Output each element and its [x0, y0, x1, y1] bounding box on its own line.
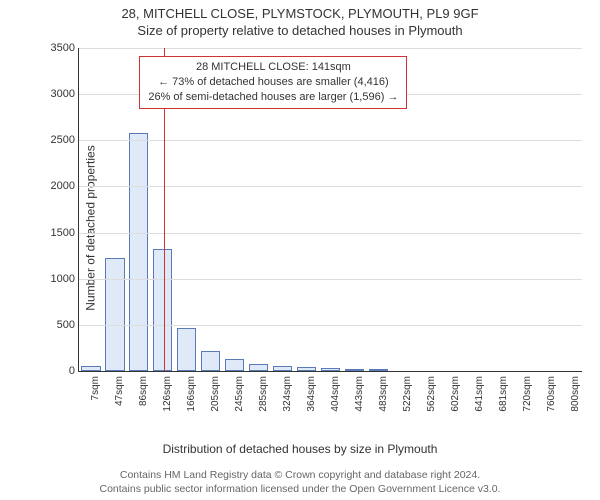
x-tick-slot: 720sqm	[510, 374, 534, 412]
annotation-box: 28 MITCHELL CLOSE: 141sqm← 73% of detach…	[139, 56, 407, 109]
annotation-line: 26% of semi-detached houses are larger (…	[148, 90, 398, 105]
x-tick-label: 47sqm	[114, 376, 125, 406]
x-tick-slot: 324sqm	[270, 374, 294, 412]
x-tick-label: 483sqm	[378, 376, 389, 412]
x-tick-slot: 245sqm	[222, 374, 246, 412]
histogram-bar	[249, 364, 268, 371]
x-tick-label: 562sqm	[426, 376, 437, 412]
bar-slot	[414, 48, 438, 371]
x-tick-slot: 364sqm	[294, 374, 318, 412]
histogram-bar	[225, 359, 244, 371]
y-tick-label: 2000	[43, 180, 79, 192]
grid-line	[79, 279, 582, 280]
y-tick-label: 2500	[43, 134, 79, 146]
histogram-bar	[321, 368, 340, 371]
x-tick-slot: 7sqm	[78, 374, 102, 412]
y-tick-label: 1500	[43, 227, 79, 239]
x-tick-label: 126sqm	[162, 376, 173, 412]
x-tick-slot: 126sqm	[150, 374, 174, 412]
x-axis-label: Distribution of detached houses by size …	[0, 442, 600, 456]
x-tick-labels: 7sqm 47sqm 86sqm 126sqm 166sqm 205sqm 245sqm 28…	[78, 374, 582, 412]
histogram-bar	[177, 328, 196, 371]
x-tick-label: 760sqm	[546, 376, 557, 412]
annotation-line: 28 MITCHELL CLOSE: 141sqm	[148, 60, 398, 75]
x-tick-slot: 47sqm	[102, 374, 126, 412]
x-tick-slot: 443sqm	[342, 374, 366, 412]
x-tick-slot: 166sqm	[174, 374, 198, 412]
bar-slot	[510, 48, 534, 371]
x-tick-label: 166sqm	[186, 376, 197, 412]
bar-slot	[462, 48, 486, 371]
histogram-bar	[129, 133, 148, 371]
x-tick-label: 324sqm	[282, 376, 293, 412]
x-tick-slot: 602sqm	[438, 374, 462, 412]
x-tick-label: 602sqm	[450, 376, 461, 412]
bar-slot	[486, 48, 510, 371]
x-tick-label: 205sqm	[210, 376, 221, 412]
x-tick-label: 7sqm	[90, 376, 101, 400]
annotation-line: ← 73% of detached houses are smaller (4,…	[148, 75, 398, 90]
bar-slot	[103, 48, 127, 371]
x-tick-label: 285sqm	[258, 376, 269, 412]
x-tick-slot: 285sqm	[246, 374, 270, 412]
chart-container: Number of detached properties 0500100015…	[38, 44, 586, 412]
histogram-bar	[297, 367, 316, 371]
grid-line	[79, 186, 582, 187]
footer-caption: Contains HM Land Registry data © Crown c…	[0, 468, 600, 496]
x-tick-label: 681sqm	[498, 376, 509, 412]
x-tick-label: 443sqm	[354, 376, 365, 412]
x-tick-label: 800sqm	[570, 376, 581, 412]
y-tick-label: 3000	[43, 88, 79, 100]
x-tick-slot: 404sqm	[318, 374, 342, 412]
y-tick-label: 1000	[43, 273, 79, 285]
bar-slot	[534, 48, 558, 371]
footer-line: Contains HM Land Registry data © Crown c…	[0, 468, 600, 482]
x-tick-slot: 800sqm	[558, 374, 582, 412]
x-tick-label: 245sqm	[234, 376, 245, 412]
x-tick-slot: 641sqm	[462, 374, 486, 412]
histogram-bar	[105, 258, 124, 371]
histogram-bar	[345, 369, 364, 371]
x-tick-label: 364sqm	[306, 376, 317, 412]
x-tick-label: 86sqm	[138, 376, 149, 406]
x-tick-slot: 681sqm	[486, 374, 510, 412]
x-tick-label: 522sqm	[402, 376, 413, 412]
x-tick-label: 641sqm	[474, 376, 485, 412]
plot-area: 050010001500200025003000350028 MITCHELL …	[78, 48, 582, 372]
page-subtitle: Size of property relative to detached ho…	[0, 21, 600, 38]
grid-line	[79, 48, 582, 49]
x-tick-slot: 522sqm	[390, 374, 414, 412]
footer-line: Contains public sector information licen…	[0, 482, 600, 496]
x-tick-slot: 760sqm	[534, 374, 558, 412]
x-tick-label: 404sqm	[330, 376, 341, 412]
x-tick-slot: 483sqm	[366, 374, 390, 412]
page-title: 28, MITCHELL CLOSE, PLYMSTOCK, PLYMOUTH,…	[0, 0, 600, 21]
x-tick-slot: 205sqm	[198, 374, 222, 412]
bar-slot	[438, 48, 462, 371]
bar-slot	[558, 48, 582, 371]
histogram-bar	[201, 351, 220, 371]
x-tick-slot: 562sqm	[414, 374, 438, 412]
y-tick-label: 0	[43, 365, 79, 377]
x-tick-slot: 86sqm	[126, 374, 150, 412]
grid-line	[79, 233, 582, 234]
histogram-bar	[369, 369, 388, 371]
histogram-bar	[81, 366, 100, 371]
bar-slot	[79, 48, 103, 371]
grid-line	[79, 140, 582, 141]
x-tick-label: 720sqm	[522, 376, 533, 412]
y-tick-label: 500	[43, 319, 79, 331]
histogram-bar	[273, 366, 292, 371]
grid-line	[79, 325, 582, 326]
y-tick-label: 3500	[43, 42, 79, 54]
